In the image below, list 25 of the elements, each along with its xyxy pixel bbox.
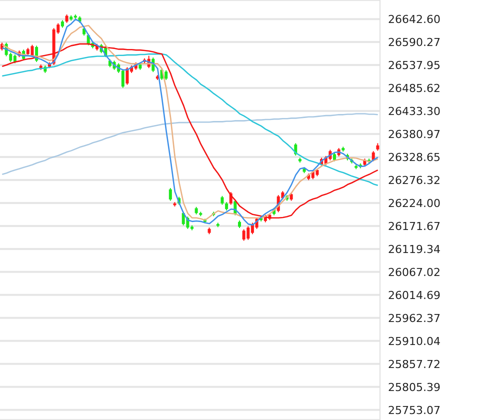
candlestick <box>246 226 250 240</box>
y-tick-label: 26119.34 <box>388 242 440 256</box>
y-tick-label: 26171.67 <box>388 220 440 233</box>
y-tick-label: 26433.30 <box>388 104 440 118</box>
y-tick-label: 25857.72 <box>388 358 440 371</box>
y-tick-label: 26537.95 <box>388 58 440 72</box>
y-tick-label: 25910.04 <box>388 334 440 348</box>
y-tick-label: 26276.32 <box>388 174 440 187</box>
candlestick <box>242 228 246 242</box>
candlestick <box>126 66 129 86</box>
y-tick-label: 25753.07 <box>388 404 440 417</box>
y-tick-label: 26380.97 <box>388 128 440 141</box>
candlestick <box>168 188 172 202</box>
line-series <box>2 113 378 176</box>
y-tick-label: 26590.27 <box>388 36 440 49</box>
y-tick-label: 26067.02 <box>388 266 440 279</box>
candlestick <box>121 68 124 88</box>
y-tick-label: 25805.39 <box>388 380 440 394</box>
y-tick-label: 26014.69 <box>388 288 440 302</box>
candlestick <box>164 70 168 80</box>
y-tick-label: 26642.60 <box>388 12 440 26</box>
y-tick-label: 26485.62 <box>388 82 440 95</box>
y-tick-label: 25962.37 <box>388 312 440 325</box>
y-tick-label: 26328.65 <box>388 150 440 164</box>
y-tick-label: 26224.00 <box>388 196 440 210</box>
